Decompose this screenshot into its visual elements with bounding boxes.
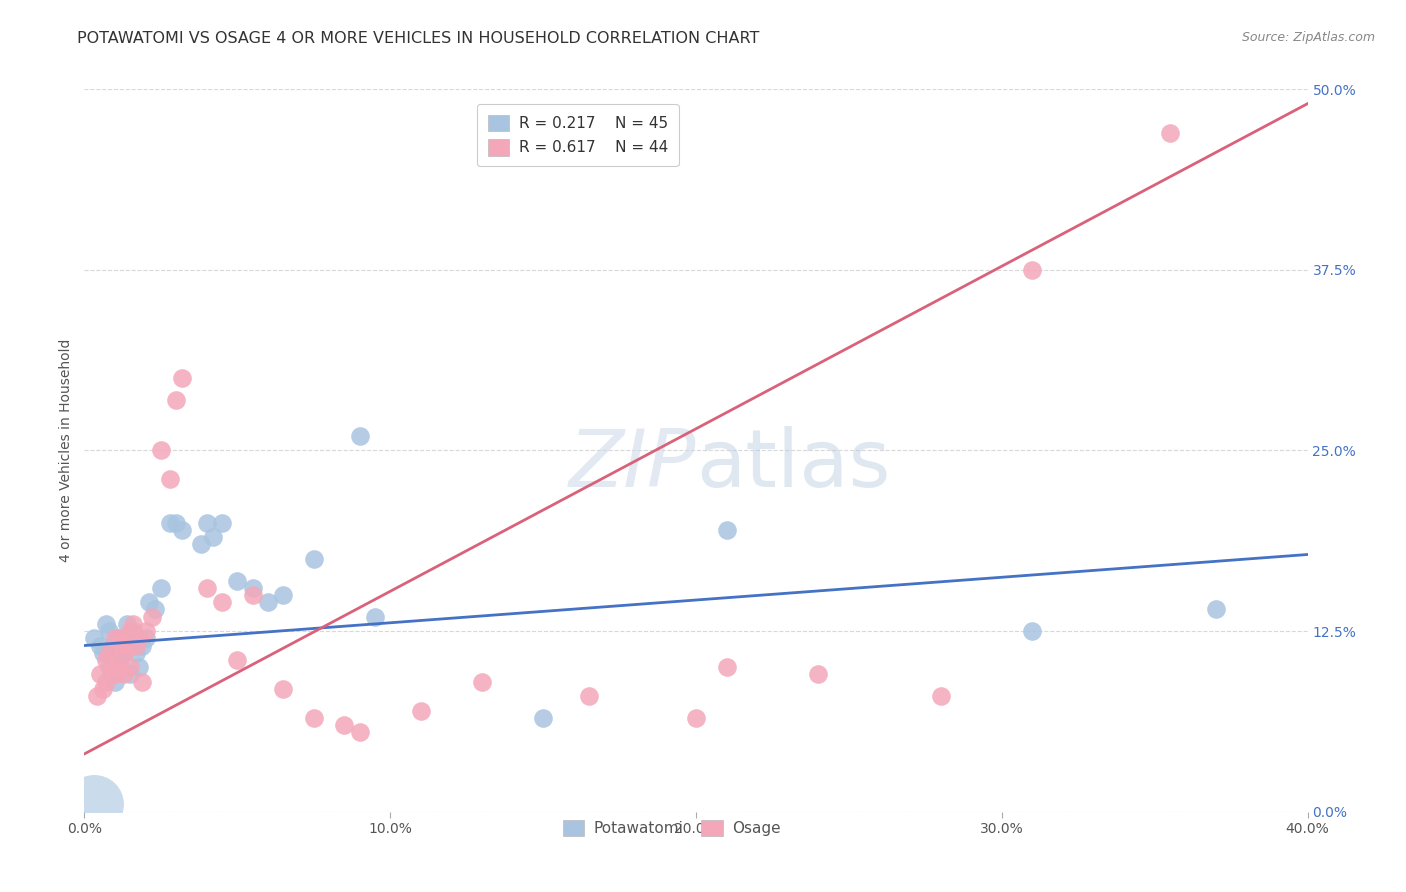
Point — [226, 653, 249, 667]
Point — [195, 581, 218, 595]
Point — [165, 392, 187, 407]
Point — [271, 681, 294, 696]
Point — [112, 646, 135, 660]
Point — [107, 639, 129, 653]
Point — [226, 574, 249, 588]
Point — [120, 624, 142, 639]
Point — [110, 632, 132, 646]
Point — [1021, 624, 1043, 639]
Point — [149, 443, 172, 458]
Point — [302, 551, 325, 566]
Text: ZIP: ZIP — [568, 425, 696, 504]
Point — [107, 632, 129, 646]
Point — [131, 674, 153, 689]
Point — [190, 537, 212, 551]
Point — [125, 639, 148, 653]
Point — [165, 516, 187, 530]
Point — [135, 624, 157, 639]
Legend: Potawatomi, Osage: Potawatomi, Osage — [555, 812, 789, 844]
Point — [135, 632, 157, 646]
Point — [364, 609, 387, 624]
Point — [104, 674, 127, 689]
Point — [86, 689, 108, 703]
Y-axis label: 4 or more Vehicles in Household: 4 or more Vehicles in Household — [59, 339, 73, 562]
Point — [89, 639, 111, 653]
Point — [1159, 126, 1181, 140]
Point — [91, 646, 114, 660]
Point — [716, 660, 738, 674]
Point — [159, 472, 181, 486]
Point — [89, 667, 111, 681]
Point — [1021, 262, 1043, 277]
Point — [333, 718, 356, 732]
Point — [195, 516, 218, 530]
Point — [110, 660, 132, 674]
Point — [120, 660, 142, 674]
Point — [257, 595, 280, 609]
Point — [716, 523, 738, 537]
Point — [115, 639, 138, 653]
Point — [112, 632, 135, 646]
Point — [122, 616, 145, 631]
Point — [94, 616, 117, 631]
Point — [159, 516, 181, 530]
Point — [349, 725, 371, 739]
Point — [94, 653, 117, 667]
Point — [83, 632, 105, 646]
Point — [409, 704, 432, 718]
Point — [107, 660, 129, 674]
Point — [97, 660, 120, 674]
Point — [120, 667, 142, 681]
Point — [211, 595, 233, 609]
Point — [138, 595, 160, 609]
Point — [1205, 602, 1227, 616]
Point — [578, 689, 600, 703]
Point — [101, 639, 124, 653]
Point — [94, 674, 117, 689]
Point — [172, 523, 194, 537]
Text: Source: ZipAtlas.com: Source: ZipAtlas.com — [1241, 31, 1375, 45]
Point — [211, 516, 233, 530]
Point — [101, 660, 124, 674]
Point — [685, 711, 707, 725]
Point — [172, 371, 194, 385]
Point — [112, 646, 135, 660]
Point — [471, 674, 494, 689]
Point — [128, 632, 150, 646]
Point — [271, 588, 294, 602]
Point — [349, 429, 371, 443]
Point — [97, 646, 120, 660]
Point — [101, 667, 124, 681]
Point — [125, 646, 148, 660]
Point — [122, 624, 145, 639]
Point — [143, 602, 166, 616]
Point — [302, 711, 325, 725]
Point — [83, 797, 105, 812]
Point — [91, 681, 114, 696]
Point — [531, 711, 554, 725]
Point — [104, 646, 127, 660]
Point — [112, 667, 135, 681]
Point — [242, 588, 264, 602]
Point — [115, 616, 138, 631]
Point — [149, 581, 172, 595]
Point — [107, 653, 129, 667]
Point — [242, 581, 264, 595]
Point — [104, 632, 127, 646]
Point — [141, 609, 163, 624]
Point — [929, 689, 952, 703]
Text: atlas: atlas — [696, 425, 890, 504]
Point — [97, 624, 120, 639]
Point — [120, 639, 142, 653]
Point — [110, 639, 132, 653]
Point — [807, 667, 830, 681]
Point — [104, 667, 127, 681]
Text: POTAWATOMI VS OSAGE 4 OR MORE VEHICLES IN HOUSEHOLD CORRELATION CHART: POTAWATOMI VS OSAGE 4 OR MORE VEHICLES I… — [77, 31, 759, 46]
Point — [128, 660, 150, 674]
Point — [201, 530, 224, 544]
Point — [131, 639, 153, 653]
